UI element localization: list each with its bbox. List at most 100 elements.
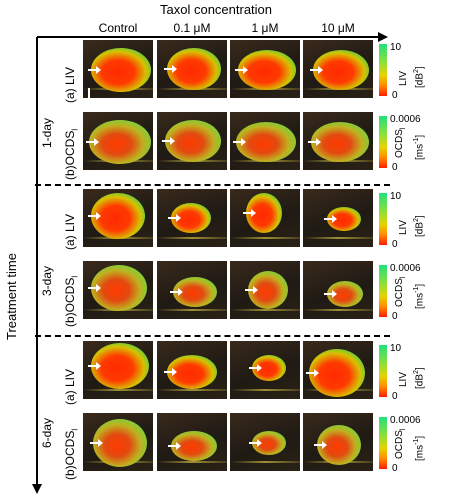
separator-1 [35,184,390,186]
color-bar-max-label: 10 [390,42,402,53]
arrow-icon [235,66,248,74]
color-bar-unit-label: [dB2] [413,215,426,237]
x-axis-title: Taxol concentration [160,2,273,17]
color-bar-unit-label: [ms-1] [413,283,426,309]
liv-color-bar [379,44,387,96]
column-label-control: Control [98,21,138,35]
color-bar-max-label: 10 [390,191,402,202]
arrow-icon [168,214,181,222]
color-bar-max-label: 0.0006 [390,114,421,125]
image-panel [303,112,373,170]
row-label-liv-3day: (a) LIV [63,213,77,250]
tumor-spheroid [89,120,151,164]
tumor-spheroid [236,122,296,162]
arrow-icon [324,290,337,298]
arrow-icon [245,286,258,294]
color-bar-max-label: 0.0006 [390,415,421,426]
row-label-ocds-1day: (b)OCDSl [63,128,80,180]
column-label-0.1: 0.1 μM [173,21,211,35]
image-panel [83,40,153,98]
color-bar-unit-label: [ms-1] [413,435,426,461]
image-panel [303,261,373,319]
image-panel [157,341,227,399]
liv-color-bar [379,345,387,397]
color-bar-min-label: 0 [392,463,398,474]
arrow-icon [249,364,262,372]
color-bar-max-label: 0.0006 [390,263,421,274]
y-axis-arrowhead [32,484,42,494]
image-panel [230,261,300,319]
image-panel [157,413,227,471]
ocds-color-bar [379,116,387,168]
arrow-icon [162,137,175,145]
ocds-color-bar [379,417,387,469]
y-axis-title: Treatment time [4,253,19,340]
arrow-icon [88,66,101,74]
image-panel [230,341,300,399]
image-panel [303,40,373,98]
arrow-icon [86,138,99,146]
arrow-icon [310,66,323,74]
image-panel [230,189,300,247]
row-label-ocds-3day: (b)OCDSl [63,275,80,327]
color-bar-min-label: 0 [392,239,398,250]
tumor-spheroid [91,48,151,92]
arrow-icon [164,65,177,73]
group-label-3day: 3-day [40,265,54,296]
arrow-icon [233,138,246,146]
image-panel [157,112,227,170]
image-panel [83,261,153,319]
color-bar-quantity-label: OCDSl [394,428,407,459]
image-panel [83,189,153,247]
arrow-icon [306,369,319,377]
color-bar-quantity-label: OCDSl [394,276,407,307]
column-label-1: 1 μM [251,21,279,35]
arrow-icon [314,441,327,449]
arrow-icon [90,439,103,447]
color-bar-unit-label: [dB2] [413,367,426,389]
color-bar-min-label: 0 [392,311,398,322]
arrow-icon [324,215,337,223]
liv-color-bar [379,193,387,245]
column-label-10: 10 μM [321,21,355,35]
row-label-ocds-6day: (b)OCDSl [63,428,80,480]
color-bar-unit-label: [ms-1] [413,134,426,160]
image-panel [157,40,227,98]
image-panel [83,112,153,170]
image-panel [230,40,300,98]
x-axis-arrowhead [378,32,388,42]
arrow-icon [170,288,183,296]
arrow-icon [243,209,256,217]
image-panel [303,341,373,399]
color-bar-quantity-label: LIV [398,219,409,235]
row-label-liv-1day: (a) LIV [63,66,77,103]
color-bar-quantity-label: LIV [398,70,409,86]
image-panel [83,341,153,399]
color-bar-min-label: 0 [392,391,398,402]
image-panel [303,413,373,471]
ocds-color-bar [379,265,387,317]
image-panel [230,112,300,170]
arrow-icon [164,368,177,376]
image-panel [157,189,227,247]
image-panel [230,413,300,471]
group-label-1day: 1-day [40,117,54,148]
color-bar-quantity-label: OCDSl [394,127,407,158]
separator-2 [35,335,390,337]
color-bar-min-label: 0 [392,90,398,101]
color-bar-min-label: 0 [392,162,398,173]
row-label-liv-6day: (a) LIV [63,368,77,405]
color-bar-max-label: 10 [390,343,402,354]
arrow-icon [308,138,321,146]
color-bar-quantity-label: LIV [398,371,409,387]
arrow-icon [88,362,101,370]
image-panel [157,261,227,319]
color-bar-unit-label: [dB2] [413,66,426,88]
image-panel [303,189,373,247]
arrow-icon [88,212,101,220]
image-panel [83,413,153,471]
group-label-6day: 6-day [40,417,54,448]
arrow-icon [249,439,262,447]
